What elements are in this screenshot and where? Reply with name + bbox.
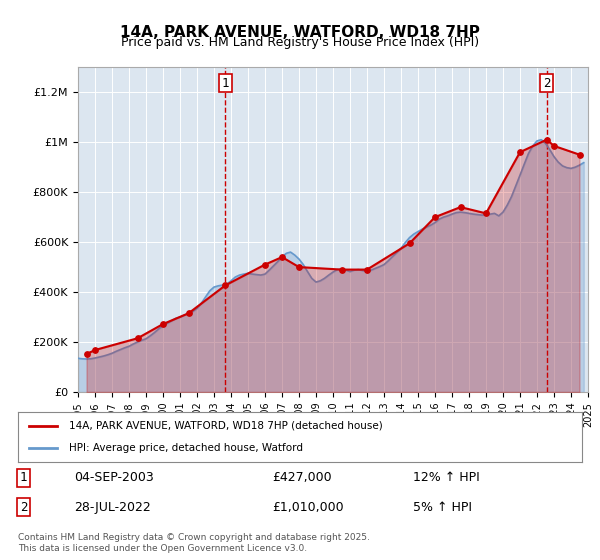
Point: [184, 309, 193, 318]
Text: 5% ↑ HPI: 5% ↑ HPI: [413, 501, 472, 514]
Point: [260, 260, 270, 269]
Point: [133, 334, 142, 343]
Point: [481, 209, 491, 218]
Point: [430, 213, 440, 222]
Point: [515, 148, 525, 157]
Point: [549, 142, 559, 151]
Point: [337, 265, 346, 274]
Point: [294, 263, 304, 272]
Text: 14A, PARK AVENUE, WATFORD, WD18 7HP: 14A, PARK AVENUE, WATFORD, WD18 7HP: [120, 25, 480, 40]
Text: £427,000: £427,000: [272, 471, 331, 484]
Text: 12% ↑ HPI: 12% ↑ HPI: [413, 471, 479, 484]
Text: 2: 2: [20, 501, 28, 514]
Point: [82, 349, 91, 358]
Text: Price paid vs. HM Land Registry's House Price Index (HPI): Price paid vs. HM Land Registry's House …: [121, 36, 479, 49]
Point: [456, 203, 466, 212]
Text: £1,010,000: £1,010,000: [272, 501, 343, 514]
Text: 28-JUL-2022: 28-JUL-2022: [74, 501, 151, 514]
Point: [362, 265, 372, 274]
Text: 2: 2: [543, 77, 550, 90]
Point: [277, 253, 287, 262]
Point: [90, 346, 100, 354]
Text: 1: 1: [20, 471, 28, 484]
Text: 1: 1: [221, 77, 229, 90]
Text: Contains HM Land Registry data © Crown copyright and database right 2025.
This d: Contains HM Land Registry data © Crown c…: [18, 533, 370, 553]
Text: 04-SEP-2003: 04-SEP-2003: [74, 471, 154, 484]
Point: [158, 320, 168, 329]
Text: HPI: Average price, detached house, Watford: HPI: Average price, detached house, Watf…: [69, 443, 303, 453]
Point: [221, 281, 230, 290]
Point: [404, 239, 414, 248]
Point: [542, 135, 551, 144]
Point: [575, 150, 584, 159]
Text: 14A, PARK AVENUE, WATFORD, WD18 7HP (detached house): 14A, PARK AVENUE, WATFORD, WD18 7HP (det…: [69, 421, 383, 431]
